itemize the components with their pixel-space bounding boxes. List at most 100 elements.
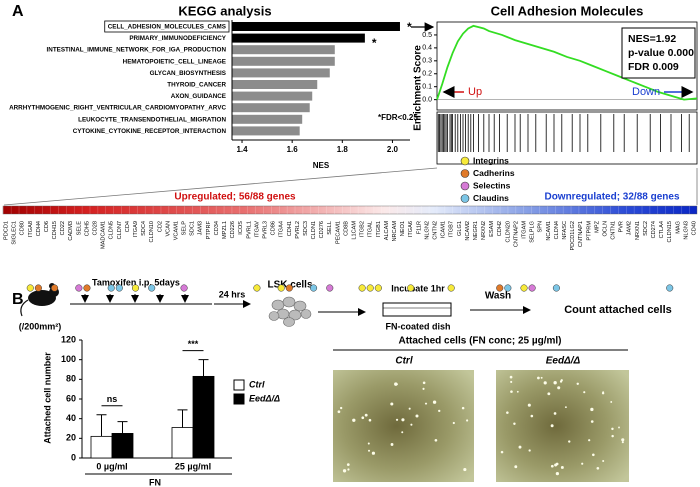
family-dot bbox=[34, 284, 42, 292]
error-bar bbox=[177, 409, 188, 428]
gene-label: SELPLG bbox=[530, 221, 536, 243]
injection-arrows bbox=[81, 294, 189, 303]
bar bbox=[232, 114, 303, 124]
gene-label: ICAM1 bbox=[441, 221, 447, 238]
gene-label: CDH4 bbox=[36, 221, 42, 236]
family-dot bbox=[407, 284, 415, 292]
legend-label: Cadherins bbox=[473, 168, 515, 178]
gene-label: CLDN7 bbox=[117, 221, 123, 239]
cell-dot bbox=[514, 465, 518, 469]
stat: NES=1.92 bbox=[628, 33, 676, 45]
y-axis-label: Enrichment Score bbox=[413, 45, 424, 131]
cell-dot bbox=[368, 418, 372, 422]
gene-label: NCAM2 bbox=[465, 221, 471, 241]
cell-dot bbox=[553, 412, 557, 415]
cell-dot bbox=[588, 439, 591, 442]
family-dot bbox=[496, 284, 504, 292]
category-label: ARRHYTHMOGENIC_RIGHT_VENTRICULAR_CARDIOM… bbox=[9, 105, 226, 112]
gene-label: F11R bbox=[416, 221, 422, 234]
cell-dot bbox=[364, 413, 368, 417]
family-dot bbox=[148, 284, 156, 292]
significance: ns bbox=[107, 394, 118, 404]
y-tick-label: 0.3 bbox=[422, 58, 432, 65]
family-dot bbox=[374, 284, 382, 292]
gene-label: SELP bbox=[182, 221, 188, 236]
x-tick-label: 0 µg/ml bbox=[96, 461, 127, 471]
x-tick-label: 2.0 bbox=[387, 145, 399, 154]
cell-dot bbox=[611, 427, 614, 431]
gene-label: PVRL3 bbox=[262, 221, 268, 239]
cell-dot bbox=[347, 468, 350, 471]
cell-dot bbox=[434, 438, 438, 442]
gene-label: CDH5 bbox=[84, 221, 90, 236]
gene-label: NRXN1 bbox=[635, 221, 641, 240]
cell-dot bbox=[422, 381, 426, 385]
bar bbox=[232, 103, 310, 113]
cell-dot bbox=[432, 400, 437, 404]
cell-dot bbox=[555, 472, 559, 476]
gene-label: CD8B bbox=[343, 221, 349, 236]
enrichment-line bbox=[436, 24, 698, 101]
hit-frame bbox=[436, 111, 698, 165]
cell-dot bbox=[537, 376, 540, 380]
cell-dot bbox=[463, 467, 467, 472]
cell-dot bbox=[590, 420, 594, 423]
legend-dot bbox=[460, 181, 470, 191]
gene-label: CTLA4 bbox=[659, 221, 665, 238]
category-label: AXON_GUIDANCE bbox=[171, 93, 226, 100]
cell-dot bbox=[518, 445, 522, 449]
y-tick-label: 80 bbox=[66, 374, 76, 384]
gene-label: PECAM1 bbox=[335, 221, 341, 244]
cell-dot bbox=[346, 463, 350, 467]
micrograph bbox=[333, 370, 474, 482]
stats-box bbox=[621, 27, 696, 79]
cell-dot bbox=[576, 382, 579, 386]
category-label: CYTOKINE_CYTOKINE_RECEPTOR_INTERACTION bbox=[73, 128, 227, 135]
stat: p-value 0.000 bbox=[628, 47, 694, 59]
gene-label: JAM2 bbox=[627, 221, 633, 235]
family-dot bbox=[358, 284, 366, 292]
gene-label: CLDN10 bbox=[149, 221, 155, 242]
gene-label: ESAM bbox=[489, 221, 495, 237]
plot-frame bbox=[436, 21, 698, 111]
legend-label: Integrins bbox=[473, 155, 509, 165]
cell-dot bbox=[611, 434, 614, 438]
category-label: GLYCAN_BIOSYNTHESIS bbox=[150, 70, 226, 77]
gene-label: CLDN4 bbox=[554, 221, 560, 239]
gene-label: PDCD1 bbox=[3, 221, 9, 240]
cell-dot bbox=[422, 387, 425, 390]
gene-label: CNTN2 bbox=[432, 221, 438, 240]
gene-label: CD4 bbox=[125, 221, 131, 232]
family-dot bbox=[253, 284, 261, 292]
bar bbox=[111, 433, 134, 459]
gene-label: GLG1 bbox=[457, 221, 463, 236]
cell-dot bbox=[510, 390, 513, 393]
cell-dot bbox=[590, 407, 594, 412]
panel-label: A bbox=[12, 3, 24, 20]
annotation: Up bbox=[468, 86, 482, 98]
cell-dot bbox=[528, 449, 531, 452]
cell-dot bbox=[401, 431, 404, 434]
gene-label: SELE bbox=[76, 221, 82, 236]
cell-dot bbox=[337, 410, 341, 414]
legend-swatch bbox=[233, 393, 245, 405]
gene-label: CLDN15 bbox=[667, 221, 673, 242]
category-label: HEMATOPOIETIC_CELL_LINEAGE bbox=[123, 58, 226, 65]
cell-dot bbox=[466, 419, 469, 422]
y-axis-label: Attached cell number bbox=[42, 352, 52, 444]
cell-dot bbox=[361, 416, 365, 420]
cell-dot bbox=[371, 451, 376, 455]
gene-label: CD86 bbox=[271, 221, 277, 235]
gene-label: NEGR1 bbox=[473, 221, 479, 240]
gene-label: PVRL1 bbox=[246, 221, 252, 239]
family-dot bbox=[666, 284, 674, 292]
annotation: Down bbox=[632, 86, 660, 98]
annotation: * bbox=[407, 20, 412, 34]
cell-dot bbox=[394, 382, 398, 386]
gene-label: ALCAM bbox=[384, 221, 390, 241]
micrograph-label: EedΔ/Δ bbox=[546, 356, 581, 367]
cell-dot bbox=[610, 401, 613, 403]
panel-label: B bbox=[12, 291, 24, 308]
legend-label: EedΔ/Δ bbox=[249, 393, 280, 403]
family-dot bbox=[75, 284, 83, 292]
